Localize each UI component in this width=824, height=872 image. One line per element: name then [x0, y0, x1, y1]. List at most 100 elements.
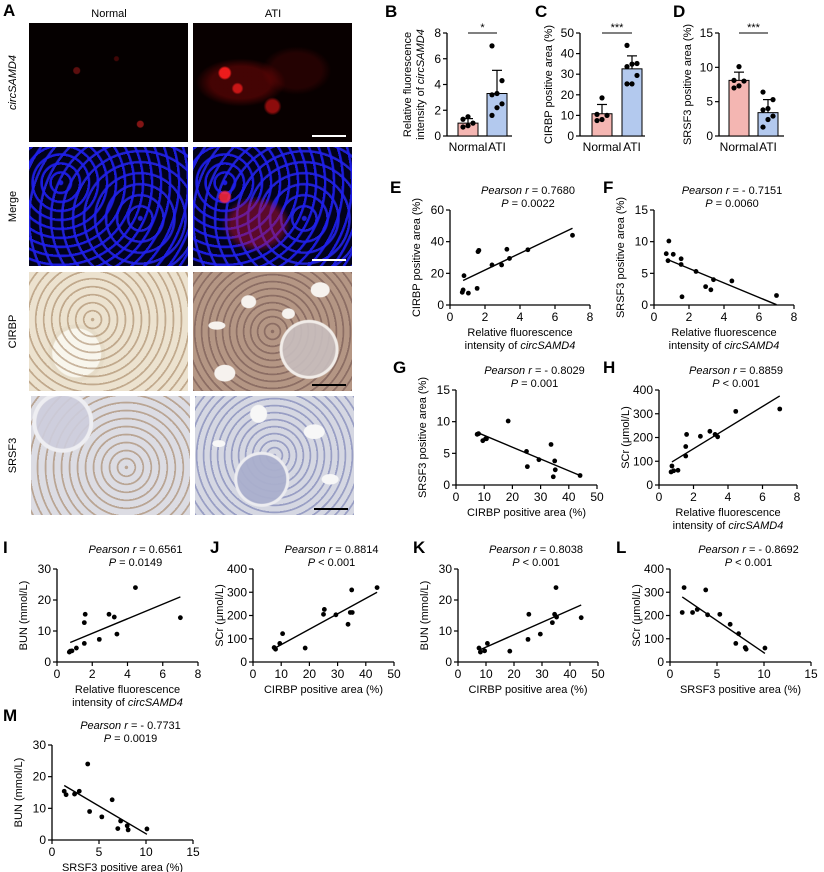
data-point: [577, 473, 583, 478]
data-point: [478, 649, 483, 655]
pearson-r-label: Pearson r = - 0.7151: [682, 185, 783, 197]
data-point: [552, 467, 558, 473]
data-point: [474, 285, 480, 291]
data-point: [549, 620, 555, 626]
p-value-label: P = 0.0019: [104, 733, 158, 745]
panel-k: K 0 10 20 30 BUN (mmol/L) 0 10 20 30 40 50 CIRBP pos…: [413, 538, 605, 696]
data-point: [476, 431, 481, 437]
y-axis-label: SCr (μmol/L): [214, 584, 226, 647]
significance-marker: ***: [611, 22, 625, 34]
y-axis-label: Relative fluorescence: [402, 32, 414, 137]
data-point: [548, 442, 554, 447]
x-tick-label: 20: [506, 490, 520, 504]
data-point: [96, 636, 102, 642]
panel-letter-m: M: [3, 706, 17, 725]
x-tick-label: 2: [482, 310, 489, 324]
x-axis-label: Relative fluorescence: [75, 684, 180, 696]
data-point: [99, 814, 105, 820]
data-point: [465, 123, 471, 129]
y-tick-label: 30: [33, 738, 47, 752]
data-point: [72, 791, 77, 797]
y-tick-label: 10: [635, 235, 649, 249]
data-point: [770, 97, 776, 103]
y-tick-label: 6: [434, 52, 441, 66]
scale-bar: [314, 508, 348, 510]
x-tick-label: 4: [721, 310, 728, 324]
image-cirbp-ati: [193, 272, 352, 391]
x-axis-label: intensity of circSAMD4: [669, 340, 780, 352]
pearson-r-label: Pearson r = - 0.8692: [698, 544, 799, 556]
data-point: [741, 78, 747, 84]
data-point: [333, 612, 339, 618]
regression-line: [69, 596, 181, 644]
x-tick-label: 4: [124, 667, 131, 681]
data-point: [460, 287, 466, 293]
y-tick-label: 10: [700, 60, 714, 74]
data-point: [629, 61, 635, 67]
x-tick-label: 0: [54, 667, 61, 681]
data-point: [708, 287, 714, 293]
data-point: [599, 116, 605, 123]
x-tick-label: 30: [331, 667, 345, 681]
image-srsf3-ati: [195, 396, 354, 515]
y-tick-label: 5: [443, 446, 450, 460]
data-point: [678, 262, 684, 267]
data-point: [106, 611, 112, 617]
data-point: [669, 463, 675, 469]
data-point: [76, 788, 82, 794]
x-axis-label: SRSF3 positive area (%): [62, 862, 183, 872]
y-tick-label: 0: [437, 298, 444, 312]
data-point: [762, 645, 768, 651]
data-point: [114, 631, 120, 637]
panel-i: I 0 10 20 30 BUN (mmol/L) 0 2 4 6 8 Relative fluore…: [3, 538, 202, 709]
data-point: [273, 646, 278, 652]
data-point: [460, 116, 466, 122]
y-axis-label: SRSF3 positive area (%): [682, 24, 694, 145]
data-point: [683, 444, 689, 449]
y-tick-label: 4: [434, 78, 441, 92]
x-tick-label: 50: [591, 667, 605, 681]
data-point: [629, 81, 635, 87]
data-point: [507, 256, 512, 261]
data-point: [499, 262, 505, 268]
pearson-r-label: Pearson r = 0.8038: [489, 544, 583, 556]
data-point: [115, 826, 121, 831]
panel-letter-e: E: [390, 178, 401, 197]
panel-letter-l: L: [616, 538, 626, 557]
data-point: [743, 646, 749, 652]
data-point: [684, 432, 689, 437]
data-point: [525, 636, 531, 642]
data-point: [670, 251, 676, 257]
y-tick-label: 5: [641, 266, 648, 280]
x-tick-label: 4: [725, 490, 732, 504]
x-tick-label: 2: [89, 667, 96, 681]
image-circsamd4-ati: [193, 23, 352, 142]
x-tick-label: 2: [686, 310, 693, 324]
x-tick-label: 30: [535, 667, 549, 681]
x-tick-label: 0: [49, 845, 56, 859]
panel-letter-b: B: [385, 2, 397, 21]
data-point: [349, 587, 355, 593]
panel-letter-c: C: [535, 2, 547, 21]
regression-line: [681, 596, 766, 654]
data-point: [671, 468, 677, 474]
pearson-r-label: Pearson r = 0.7680: [481, 185, 575, 197]
regression-line: [476, 431, 581, 477]
panel-g: G 0 5 10 15 SRSF3 positive area (%) 0 10 20 30 40 5…: [393, 358, 604, 519]
y-tick-label: 200: [644, 609, 664, 623]
data-point: [507, 648, 513, 654]
x-tick-label: 8: [794, 490, 801, 504]
y-tick-label: 0: [657, 655, 664, 669]
y-tick-label: 0: [646, 478, 653, 492]
image-merge-ati: [193, 147, 352, 266]
data-point: [82, 611, 88, 617]
panel-letter-j: J: [210, 538, 219, 557]
p-value-label: P < 0.001: [512, 557, 559, 569]
data-point: [554, 614, 559, 620]
y-tick-label: 0: [641, 298, 648, 312]
y-tick-label: 0: [706, 129, 713, 143]
panel-f: F 0 5 10 15 SRSF3 positive area (%) 0 2 4 6 8 Relat…: [603, 178, 798, 352]
